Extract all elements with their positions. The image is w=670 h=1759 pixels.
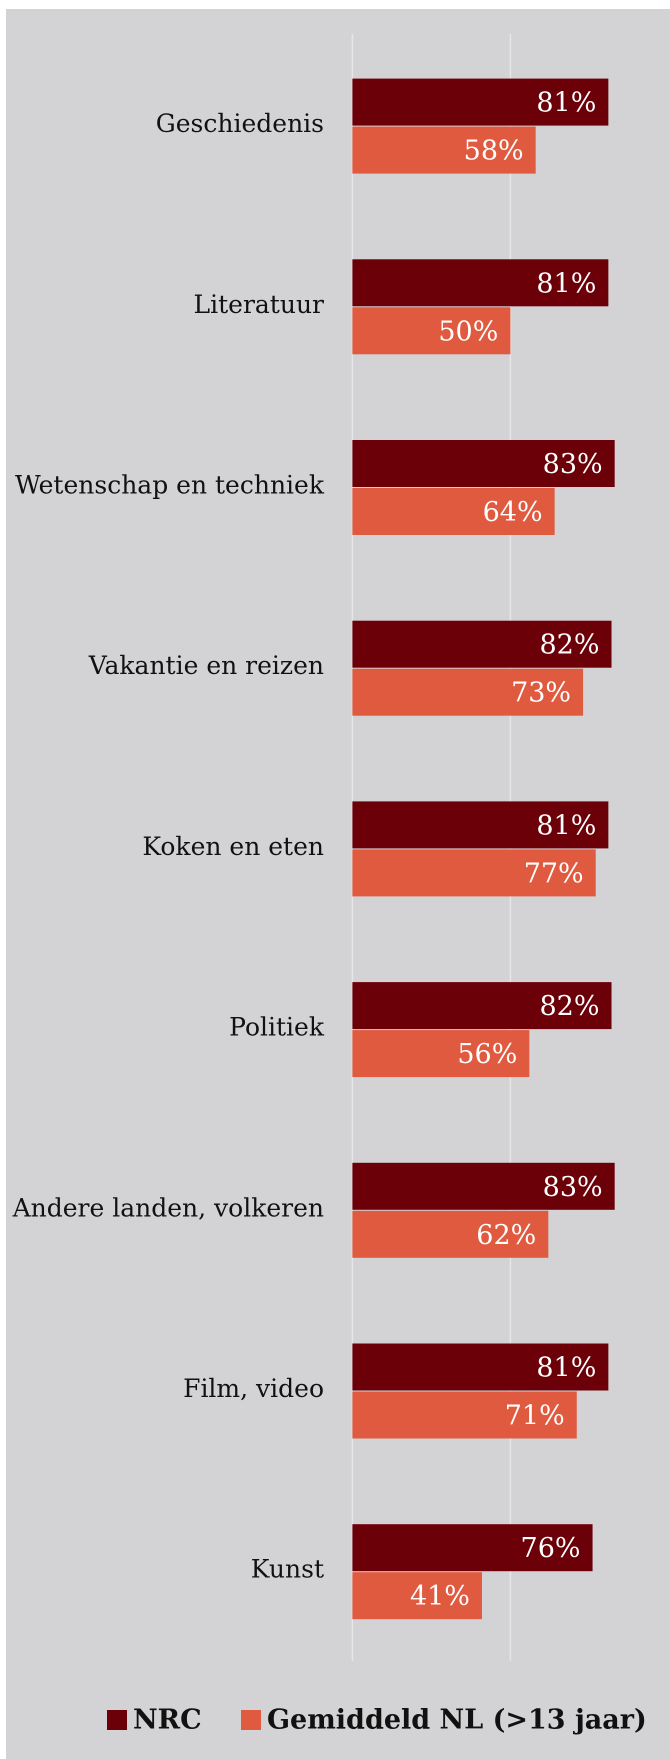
bar bbox=[352, 488, 555, 535]
value-label: 76% bbox=[521, 1533, 581, 1564]
legend-label: Gemiddeld NL (>13 jaar) bbox=[267, 1705, 647, 1736]
value-label: 77% bbox=[524, 858, 584, 889]
value-label: 41% bbox=[410, 1581, 470, 1612]
category-label: Film, video bbox=[183, 1374, 324, 1403]
value-label: 81% bbox=[536, 810, 596, 841]
legend-label: NRC bbox=[133, 1705, 202, 1736]
bar bbox=[352, 1572, 482, 1620]
value-label: 83% bbox=[543, 1172, 603, 1203]
category-label: Politiek bbox=[229, 1013, 325, 1042]
value-label: 71% bbox=[505, 1401, 565, 1432]
value-label: 81% bbox=[536, 268, 596, 299]
bar bbox=[352, 801, 609, 849]
value-label: 64% bbox=[483, 497, 543, 528]
value-label: 62% bbox=[476, 1220, 536, 1251]
category-label: Kunst bbox=[251, 1555, 324, 1584]
bar bbox=[352, 126, 536, 174]
value-label: 50% bbox=[438, 316, 498, 347]
category-label: Andere landen, volkeren bbox=[12, 1193, 324, 1222]
bar bbox=[352, 307, 511, 355]
bar bbox=[352, 78, 609, 126]
value-label: 58% bbox=[464, 136, 524, 167]
bar bbox=[352, 620, 612, 668]
legend-swatch bbox=[107, 1710, 127, 1730]
category-label: Koken en eten bbox=[142, 832, 324, 861]
bar bbox=[352, 1524, 593, 1572]
category-label: Vakantie en reizen bbox=[88, 651, 324, 680]
value-label: 82% bbox=[540, 991, 600, 1022]
value-label: 81% bbox=[536, 1353, 596, 1384]
value-label: 81% bbox=[536, 88, 596, 119]
bar bbox=[352, 982, 612, 1030]
value-label: 73% bbox=[511, 678, 571, 709]
bar bbox=[352, 668, 584, 716]
bar bbox=[352, 1210, 549, 1258]
bar bbox=[352, 1030, 530, 1078]
bar bbox=[352, 1162, 615, 1210]
legend-swatch bbox=[241, 1710, 261, 1730]
bar bbox=[352, 259, 609, 307]
value-label: 83% bbox=[543, 449, 603, 480]
bar bbox=[352, 1391, 577, 1439]
category-label: Wetenschap en techniek bbox=[15, 471, 325, 500]
bar bbox=[352, 440, 615, 487]
value-label: 82% bbox=[540, 630, 600, 661]
value-label: 56% bbox=[457, 1039, 517, 1070]
bar bbox=[352, 849, 596, 897]
bar bbox=[352, 1343, 609, 1391]
category-label: Geschiedenis bbox=[156, 109, 324, 138]
category-label: Literatuur bbox=[194, 290, 325, 319]
